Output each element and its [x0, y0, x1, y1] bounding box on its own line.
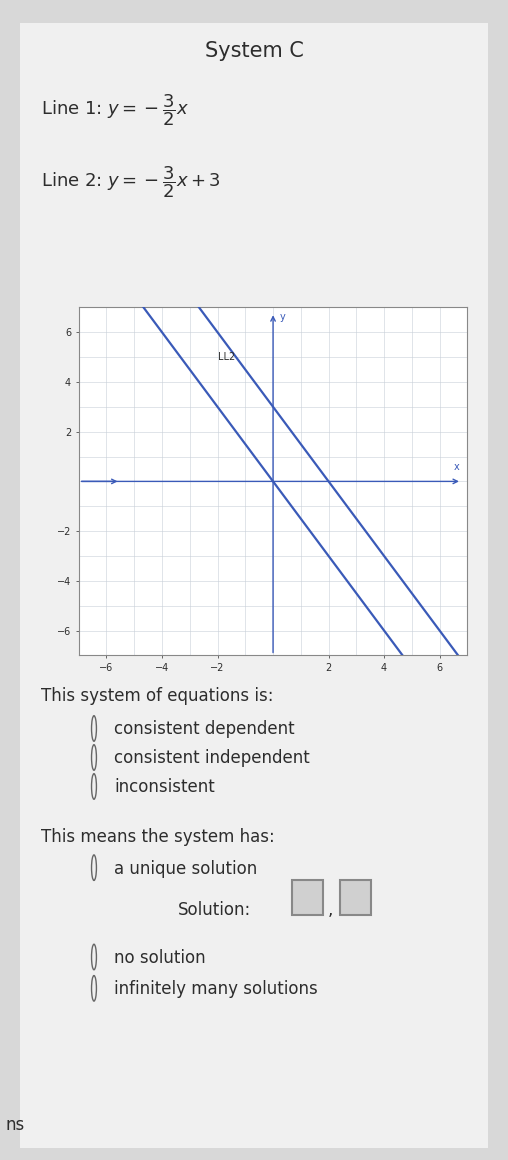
Text: no solution: no solution: [114, 949, 206, 967]
Text: y: y: [280, 312, 285, 321]
Text: x: x: [453, 462, 459, 472]
Text: consistent dependent: consistent dependent: [114, 720, 295, 739]
Text: ,: ,: [328, 901, 333, 920]
Text: inconsistent: inconsistent: [114, 778, 215, 797]
Text: Solution:: Solution:: [178, 901, 251, 920]
Text: consistent independent: consistent independent: [114, 749, 310, 768]
Text: a unique solution: a unique solution: [114, 860, 258, 878]
Text: System C: System C: [205, 41, 303, 60]
Text: Line 1: $y=-\dfrac{3}{2}x$: Line 1: $y=-\dfrac{3}{2}x$: [41, 93, 188, 129]
Text: This means the system has:: This means the system has:: [41, 828, 274, 847]
Text: ns: ns: [5, 1116, 24, 1134]
Text: infinitely many solutions: infinitely many solutions: [114, 980, 318, 999]
Text: Line 2: $y=-\dfrac{3}{2}x+3$: Line 2: $y=-\dfrac{3}{2}x+3$: [41, 165, 220, 201]
Text: This system of equations is:: This system of equations is:: [41, 687, 273, 705]
Text: LL2: LL2: [217, 353, 235, 362]
